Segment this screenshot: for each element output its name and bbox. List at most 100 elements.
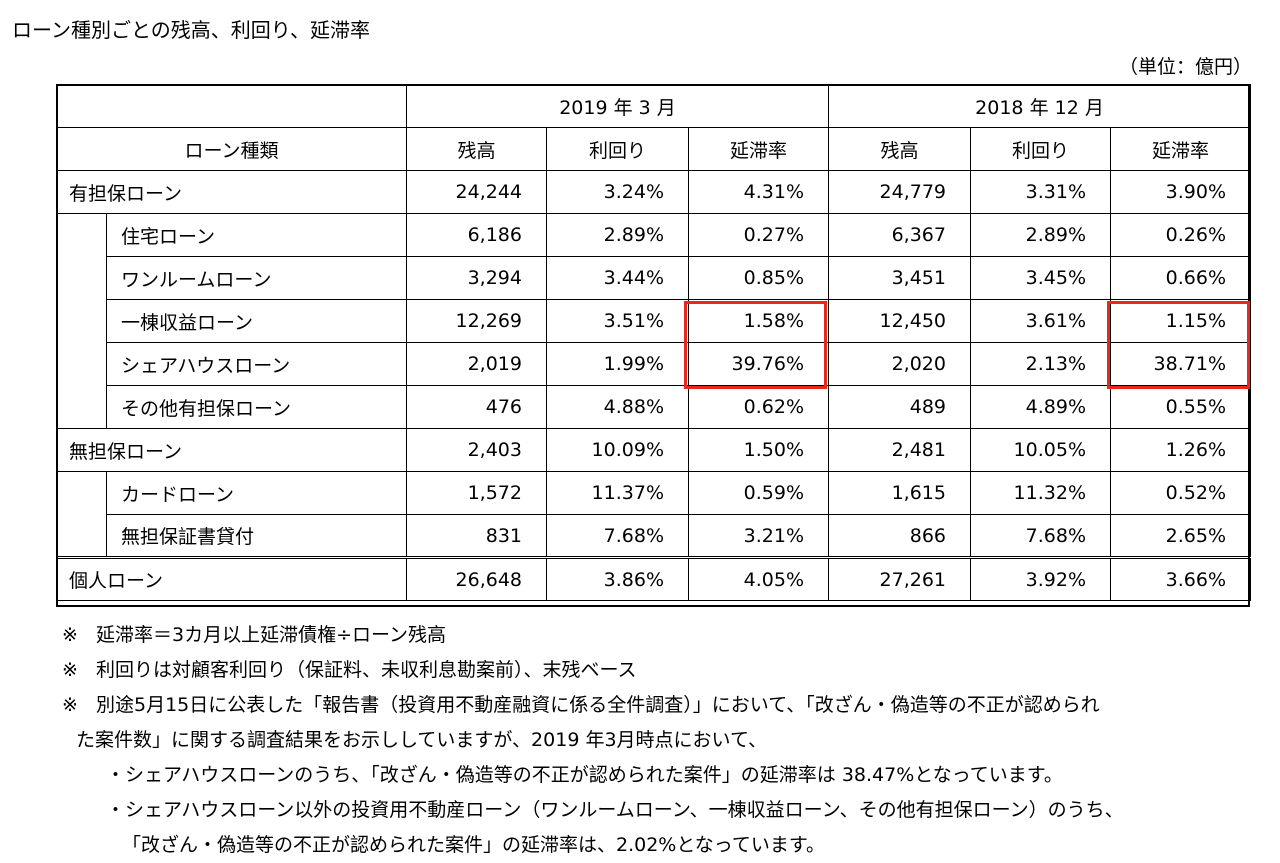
cell: 866	[828, 514, 971, 558]
cell: 3.45%	[970, 256, 1111, 300]
cell: 24,244	[406, 170, 547, 214]
note-mark: ※	[62, 659, 78, 681]
yield-header-2018: 利回り	[970, 127, 1111, 171]
cell: 3.24%	[546, 170, 689, 214]
table-row: カードローン 1,572 11.37% 0.59% 1,615 11.32% 0…	[56, 471, 1251, 558]
note-mark: ※	[62, 624, 78, 646]
cell: 2.89%	[970, 213, 1111, 257]
indent-cell	[56, 471, 107, 558]
cell: 6,186	[406, 213, 547, 257]
cell: 4.89%	[970, 385, 1111, 429]
bullet-other-investment: ・シェアハウスローン以外の投資用不動産ローン（ワンルームローン、一棟収益ローン、…	[106, 799, 1124, 821]
balance-header-2018: 残高	[828, 127, 971, 171]
table-row-unsecured: 無担保ローン 2,403 10.09% 1.50% 2,481 10.05% 1…	[56, 428, 1251, 472]
bullet-sharehouse: ・シェアハウスローンのうち、「改ざん・偽造等の不正が認められた案件」の延滞率は …	[106, 764, 1063, 786]
blank-header-cell	[56, 84, 407, 128]
cell: 2.89%	[546, 213, 689, 257]
cell: 38.71%	[1110, 342, 1251, 386]
cell: 26,648	[406, 556, 547, 601]
delinquency-header-2018: 延滞率	[1110, 127, 1251, 171]
note-text: 延滞率＝3カ月以上延滞債権÷ローン残高	[96, 624, 447, 646]
table-row-secured: 有担保ローン 24,244 3.24% 4.31% 24,779 3.31% 3…	[56, 170, 1251, 214]
note-text: 利回りは対顧客利回り（保証料、未収利息勘案前）、末残ベース	[96, 659, 637, 681]
bullet-other-investment-continued: 「改ざん・偽造等の不正が認められた案件」の延滞率は、2.02%となっています。	[122, 834, 825, 856]
footnotes: ※ 延滞率＝3カ月以上延滞債権÷ローン残高 ※ 利回りは対顧客利回り（保証料、未…	[62, 618, 1262, 863]
cell: 3.21%	[688, 514, 829, 558]
cell: 2,020	[828, 342, 971, 386]
table-row: 住宅ローン 6,186 2.89% 0.27% 6,367 2.89% 0.26…	[56, 213, 1251, 429]
cell: 0.26%	[1110, 213, 1251, 257]
cell: 0.27%	[688, 213, 829, 257]
cell: 1,572	[406, 471, 547, 515]
loan-table: 2019 年 3 月 2018 年 12 月 ローン種類 残高 利回り 延滞率 …	[56, 84, 1251, 601]
cell: 24,779	[828, 170, 971, 214]
loan-type-header: ローン種類	[56, 127, 407, 171]
footnote-1: ※ 延滞率＝3カ月以上延滞債権÷ローン残高	[62, 618, 1262, 653]
cell: 1.99%	[546, 342, 689, 386]
cell: 7.68%	[546, 514, 689, 558]
table-row: 無担保証書貸付 831 7.68% 3.21% 866 7.68% 2.65%	[57, 514, 1251, 558]
row-label: シェアハウスローン	[106, 342, 407, 386]
table-row: シェアハウスローン 2,019 1.99% 39.76% 2,020 2.13%…	[57, 342, 1251, 386]
period-2019-header: 2019 年 3 月	[406, 84, 829, 128]
cell: 0.52%	[1110, 471, 1251, 515]
period-2018-header: 2018 年 12 月	[828, 84, 1251, 128]
cell: 3,294	[406, 256, 547, 300]
column-header-row: ローン種類 残高 利回り 延滞率 残高 利回り 延滞率	[56, 127, 1251, 171]
cell: 11.32%	[970, 471, 1111, 515]
cell: 1.50%	[688, 428, 829, 472]
cell: 0.55%	[1110, 385, 1251, 429]
cell: 3.90%	[1110, 170, 1251, 214]
unit-label: （単位：億円）	[1118, 56, 1252, 78]
cell: 0.85%	[688, 256, 829, 300]
cell: 3.61%	[970, 299, 1111, 343]
cell: 2,403	[406, 428, 547, 472]
table-row: 一棟収益ローン 12,269 3.51% 1.58% 12,450 3.61% …	[57, 299, 1251, 343]
cell: 3.31%	[970, 170, 1111, 214]
cell: 476	[406, 385, 547, 429]
yield-header-2019: 利回り	[546, 127, 689, 171]
cell: 0.66%	[1110, 256, 1251, 300]
cell: 3.51%	[546, 299, 689, 343]
cell: 0.62%	[688, 385, 829, 429]
cell: 2,481	[828, 428, 971, 472]
period-header-row: 2019 年 3 月 2018 年 12 月	[56, 84, 1251, 128]
cell: 12,450	[828, 299, 971, 343]
cell: 831	[406, 514, 547, 558]
cell: 1,615	[828, 471, 971, 515]
row-label: 住宅ローン	[106, 213, 407, 257]
cell: 27,261	[828, 556, 971, 601]
table-row: その他有担保ローン 476 4.88% 0.62% 489 4.89% 0.55…	[57, 385, 1251, 429]
row-label: 一棟収益ローン	[106, 299, 407, 343]
note-text: 別途5月15日に公表した「報告書（投資用不動産融資に係る全件調査）」において、「…	[96, 694, 1100, 716]
cell: 4.05%	[688, 556, 829, 601]
table-row: ワンルームローン 3,294 3.44% 0.85% 3,451 3.45% 0…	[57, 256, 1251, 300]
cell: 6,367	[828, 213, 971, 257]
cell: 3,451	[828, 256, 971, 300]
cell: 1.15%	[1110, 299, 1251, 343]
cell: 2.13%	[970, 342, 1111, 386]
cell: 7.68%	[970, 514, 1111, 558]
row-label: カードローン	[106, 471, 407, 515]
cell: 11.37%	[546, 471, 689, 515]
note-mark: ※	[62, 694, 78, 716]
cell: 10.09%	[546, 428, 689, 472]
cell: 2.65%	[1110, 514, 1251, 558]
cell: 39.76%	[688, 342, 829, 386]
cell: 1.26%	[1110, 428, 1251, 472]
row-label: その他有担保ローン	[106, 385, 407, 429]
cell: 3.86%	[546, 556, 689, 601]
footnote-3-continued: た案件数」に関する調査結果をお示ししていますが、2019 年3月時点において、	[76, 729, 768, 751]
row-label: ワンルームローン	[106, 256, 407, 300]
cell: 12,269	[406, 299, 547, 343]
cell: 3.66%	[1110, 556, 1251, 601]
row-label: 無担保ローン	[56, 428, 407, 472]
cell: 4.31%	[688, 170, 829, 214]
cell: 489	[828, 385, 971, 429]
table-row-total: 個人ローン 26,648 3.86% 4.05% 27,261 3.92% 3.…	[56, 556, 1251, 601]
cell: 3.92%	[970, 556, 1111, 601]
footnote-2: ※ 利回りは対顧客利回り（保証料、未収利息勘案前）、末残ベース	[62, 653, 1262, 688]
cell: 1.58%	[688, 299, 829, 343]
indent-cell	[56, 213, 107, 429]
cell: 10.05%	[970, 428, 1111, 472]
